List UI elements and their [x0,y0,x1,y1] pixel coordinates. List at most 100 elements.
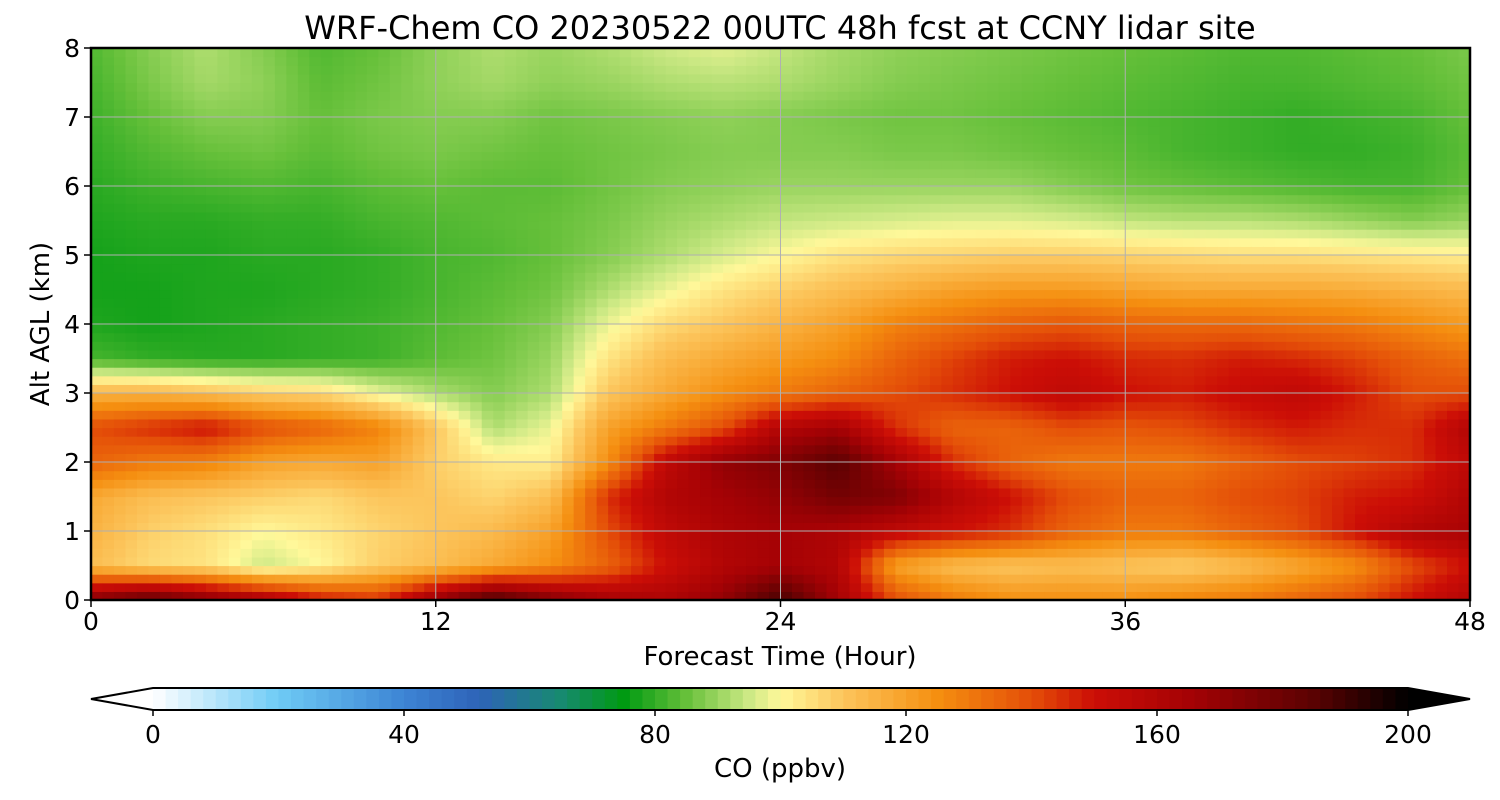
heatmap-cell [504,186,517,196]
heatmap-cell [401,410,414,420]
heatmap-cell [458,246,471,256]
heatmap-cell [217,160,230,170]
heatmap-cell [573,513,586,523]
heatmap-cell [355,177,368,187]
heatmap-cell [113,332,127,342]
heatmap-cell [700,73,713,84]
heatmap-cell [700,332,713,342]
heatmap-cell [504,306,517,316]
heatmap-cell [723,237,736,247]
heatmap-cell [332,591,345,600]
heatmap-cell [424,289,437,299]
heatmap-cell [677,220,690,230]
heatmap-cell [826,324,839,334]
heatmap-cell [412,582,425,592]
heatmap-cell [803,582,816,592]
heatmap-cell [343,418,356,429]
heatmap-cell [746,203,759,213]
heatmap-cell [734,246,747,256]
heatmap-cell [366,108,379,118]
heatmap-cell [125,125,138,135]
heatmap-cell [228,487,241,498]
heatmap-cell [860,108,874,118]
heatmap-cell [780,151,793,161]
heatmap-cell [883,56,897,66]
heatmap-cell [688,522,701,532]
heatmap-cell [263,134,276,144]
heatmap-cell [619,479,632,489]
heatmap-cell [182,168,196,178]
heatmap-cell [412,82,425,92]
heatmap-cell [562,487,575,498]
heatmap-cell [849,48,862,58]
heatmap-cell [562,91,575,101]
heatmap-cell [585,496,598,506]
heatmap-cell [102,263,115,273]
heatmap-cell [952,341,965,351]
heatmap-cell [274,574,287,584]
heatmap-cell [665,358,678,368]
heatmap-cell [837,548,851,558]
heatmap-cell [113,125,127,135]
heatmap-cell [171,73,184,84]
heatmap-cell [826,565,839,575]
heatmap-cell [320,401,333,411]
heatmap-cell [251,177,264,187]
heatmap-cell [332,91,345,101]
heatmap-cell [228,470,241,480]
heatmap-cell [860,177,874,187]
heatmap-cell [366,358,379,368]
heatmap-cell [148,505,161,515]
heatmap-cell [332,565,345,575]
heatmap-cell [412,315,425,325]
heatmap-cell [895,453,908,463]
heatmap-cell [723,99,736,109]
heatmap-cell [355,565,368,575]
heatmap-cell [343,582,356,592]
heatmap-cell [941,99,954,109]
heatmap-cell [734,315,747,325]
heatmap-cell [883,462,897,472]
heatmap-cell [263,203,276,213]
heatmap-cell [803,306,816,316]
heatmap-cell [837,108,851,118]
heatmap-cell [918,117,931,127]
heatmap-cell [481,203,494,213]
heatmap-cell [734,531,747,541]
heatmap-cell [240,375,253,385]
heatmap-cell [378,505,391,515]
heatmap-cell [619,65,632,75]
heatmap-cell [125,229,138,239]
heatmap-cell [343,548,356,558]
heatmap-cell [677,470,690,480]
heatmap-cell [711,211,724,222]
heatmap-cell [251,298,264,308]
heatmap-cell [734,298,747,308]
heatmap-cell [343,203,356,213]
heatmap-cell [550,82,563,92]
heatmap-cell [424,125,437,135]
heatmap-cell [746,48,759,58]
heatmap-cell [228,427,241,437]
heatmap-cell [251,160,264,170]
heatmap-cell [677,73,690,84]
heatmap-cell [746,522,759,532]
heatmap-cell [412,263,425,273]
heatmap-cell [539,117,552,127]
heatmap-cell [194,539,207,549]
heatmap-cell [562,65,575,75]
heatmap-cell [723,56,736,66]
heatmap-cell [757,160,770,170]
heatmap-cell [837,289,851,299]
heatmap-cell [148,513,161,523]
heatmap-cell [263,522,276,532]
heatmap-cell [217,272,230,282]
heatmap-cell [734,203,747,213]
heatmap-cell [332,237,345,247]
heatmap-cell [918,332,931,342]
heatmap-cell [700,255,713,265]
heatmap-cell [803,556,816,567]
heatmap-cell [424,211,437,222]
heatmap-cell [895,237,908,247]
heatmap-cell [952,142,965,153]
